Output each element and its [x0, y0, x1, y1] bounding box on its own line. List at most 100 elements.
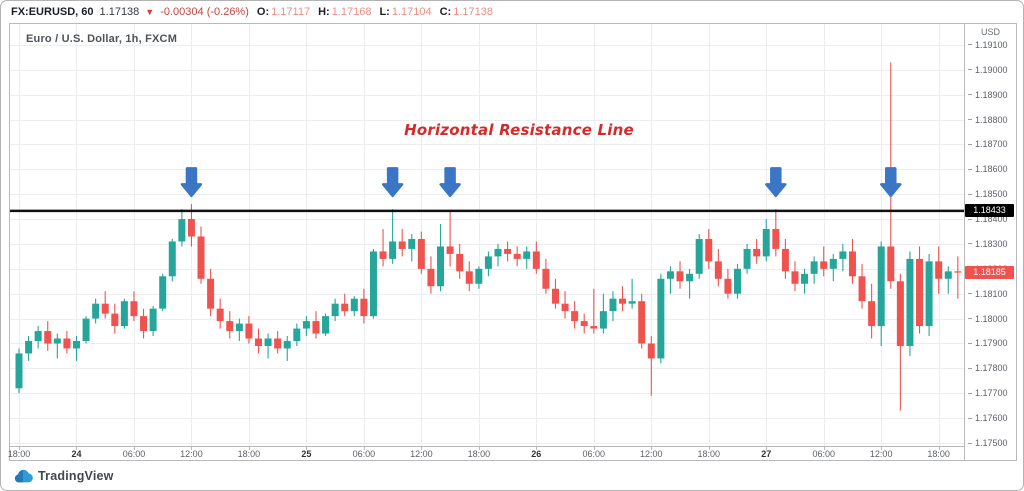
candlestick-chart[interactable] — [10, 24, 964, 446]
candle[interactable] — [829, 253, 837, 282]
symbol-name[interactable]: FX:EURUSD, 60 — [11, 6, 94, 18]
candle[interactable] — [312, 311, 320, 339]
candle[interactable] — [848, 238, 856, 284]
candle[interactable] — [293, 323, 301, 346]
down-arrow[interactable] — [381, 167, 404, 198]
candle[interactable] — [638, 293, 646, 349]
candle[interactable] — [216, 298, 224, 329]
candle[interactable] — [935, 246, 943, 294]
candle[interactable] — [331, 298, 339, 322]
candle[interactable] — [245, 316, 253, 344]
candle[interactable] — [820, 246, 828, 277]
candle[interactable] — [389, 209, 397, 264]
candle[interactable] — [168, 238, 176, 282]
candle[interactable] — [44, 321, 52, 351]
candle[interactable] — [916, 246, 924, 334]
candle[interactable] — [609, 291, 617, 322]
candle[interactable] — [484, 251, 492, 277]
candle[interactable] — [896, 273, 904, 411]
candle[interactable] — [101, 291, 109, 319]
tradingview-attribution[interactable]: TradingView — [13, 465, 114, 487]
down-arrow[interactable] — [180, 167, 203, 198]
candle[interactable] — [532, 241, 540, 274]
candle[interactable] — [877, 241, 885, 346]
candle[interactable] — [734, 263, 741, 299]
candle[interactable] — [944, 266, 952, 294]
candle[interactable] — [360, 288, 368, 324]
candle[interactable] — [25, 336, 33, 361]
candle[interactable] — [130, 291, 138, 322]
candle[interactable] — [149, 306, 157, 337]
candle[interactable] — [666, 266, 674, 294]
candle[interactable] — [140, 308, 148, 339]
candle[interactable] — [695, 234, 703, 279]
candle[interactable] — [762, 219, 770, 262]
candle[interactable] — [15, 348, 23, 394]
candle[interactable] — [810, 256, 818, 284]
candle[interactable] — [34, 326, 42, 349]
candle[interactable] — [571, 301, 579, 329]
candle[interactable] — [82, 316, 90, 344]
candle[interactable] — [53, 333, 61, 359]
time-axis[interactable]: 18:00 24 06:00 12:00 18:00 25 06:00 12:00 18:00 2… — [8, 446, 964, 460]
candle[interactable] — [628, 278, 636, 309]
candle[interactable] — [657, 273, 665, 364]
candle[interactable] — [417, 231, 425, 274]
candle[interactable] — [159, 273, 167, 312]
candle[interactable] — [724, 268, 732, 299]
down-arrow[interactable] — [439, 167, 461, 198]
candle[interactable] — [647, 336, 655, 396]
candle[interactable] — [341, 293, 349, 317]
candle[interactable] — [551, 278, 559, 309]
candle[interactable] — [408, 234, 416, 262]
candle[interactable] — [120, 298, 128, 329]
candle[interactable] — [456, 243, 464, 279]
candle[interactable] — [465, 261, 473, 292]
candle[interactable] — [772, 209, 780, 257]
candle[interactable] — [369, 248, 377, 319]
candle[interactable] — [599, 293, 607, 334]
candle[interactable] — [705, 229, 713, 269]
candle[interactable] — [858, 263, 866, 309]
candle[interactable] — [676, 261, 684, 289]
candle[interactable] — [255, 328, 262, 354]
candle[interactable] — [264, 333, 272, 359]
candle[interactable] — [226, 311, 234, 339]
candle[interactable] — [619, 286, 627, 312]
candle[interactable] — [743, 243, 751, 274]
candle[interactable] — [207, 268, 215, 317]
candle[interactable] — [446, 211, 454, 267]
candle[interactable] — [753, 238, 761, 264]
candle[interactable] — [801, 268, 809, 294]
down-arrow[interactable] — [765, 167, 787, 198]
candle[interactable] — [302, 316, 310, 337]
candle[interactable] — [274, 331, 282, 354]
candle[interactable] — [283, 336, 291, 361]
candle[interactable] — [350, 296, 358, 317]
down-arrow[interactable] — [880, 167, 902, 198]
candle[interactable] — [72, 336, 80, 361]
candle[interactable] — [111, 303, 119, 334]
candle[interactable] — [437, 224, 445, 292]
candle[interactable] — [714, 248, 722, 287]
candle[interactable] — [513, 246, 521, 267]
candle[interactable] — [839, 243, 847, 272]
candle[interactable] — [925, 253, 933, 337]
candle[interactable] — [580, 313, 588, 334]
candle[interactable] — [494, 243, 502, 267]
candle[interactable] — [379, 229, 387, 267]
candle[interactable] — [178, 209, 186, 247]
candle[interactable] — [686, 268, 694, 299]
candle[interactable] — [92, 298, 100, 324]
candle[interactable] — [398, 229, 406, 257]
candle[interactable] — [475, 266, 483, 289]
candle[interactable] — [868, 283, 876, 339]
candle[interactable] — [954, 256, 962, 299]
price-axis[interactable]: USD 1.18433 1.18185 1.19100 1.19000 1.1890… — [964, 24, 1016, 460]
candle[interactable] — [504, 241, 512, 262]
candle[interactable] — [523, 246, 531, 269]
candle[interactable] — [235, 318, 243, 341]
candle[interactable] — [63, 331, 71, 354]
candle[interactable] — [791, 261, 799, 292]
candle[interactable] — [542, 258, 550, 294]
